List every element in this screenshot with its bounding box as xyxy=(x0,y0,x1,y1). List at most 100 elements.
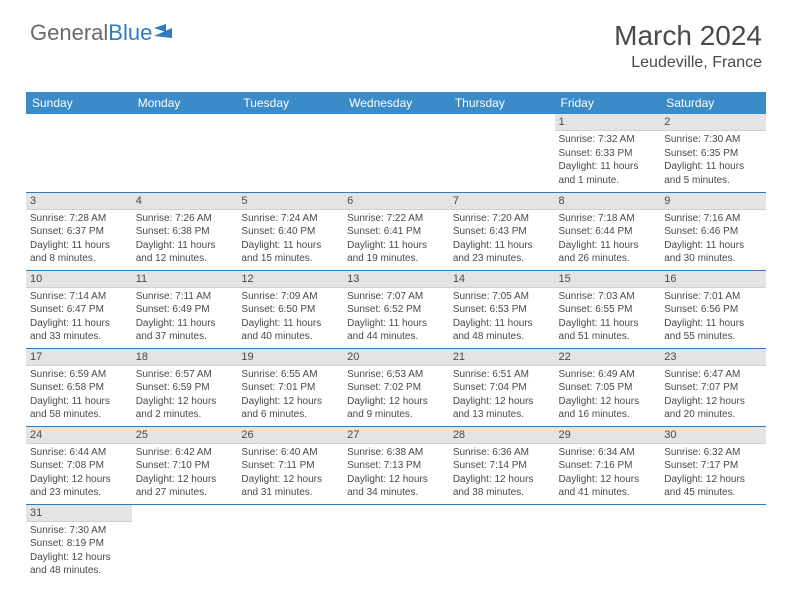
day-details: Sunrise: 6:47 AMSunset: 7:07 PMDaylight:… xyxy=(660,366,766,424)
calendar-cell: 26Sunrise: 6:40 AMSunset: 7:11 PMDayligh… xyxy=(237,426,343,504)
day-details: Sunrise: 7:05 AMSunset: 6:53 PMDaylight:… xyxy=(449,288,555,346)
calendar-cell: 1Sunrise: 7:32 AMSunset: 6:33 PMDaylight… xyxy=(555,114,661,192)
daylight-text: Daylight: 12 hours and 48 minutes. xyxy=(30,551,128,578)
daylight-text: Daylight: 11 hours and 1 minute. xyxy=(559,160,657,187)
day-number: 1 xyxy=(555,114,661,131)
sunset-text: Sunset: 6:44 PM xyxy=(559,225,657,239)
weekday-header-row: Sunday Monday Tuesday Wednesday Thursday… xyxy=(26,92,766,114)
day-details: Sunrise: 6:32 AMSunset: 7:17 PMDaylight:… xyxy=(660,444,766,502)
sunrise-text: Sunrise: 6:32 AM xyxy=(664,446,762,460)
sunrise-text: Sunrise: 7:30 AM xyxy=(664,133,762,147)
sunset-text: Sunset: 7:10 PM xyxy=(136,459,234,473)
daylight-text: Daylight: 12 hours and 23 minutes. xyxy=(30,473,128,500)
day-details: Sunrise: 6:38 AMSunset: 7:13 PMDaylight:… xyxy=(343,444,449,502)
calendar-cell: 18Sunrise: 6:57 AMSunset: 6:59 PMDayligh… xyxy=(132,348,238,426)
weekday-header: Tuesday xyxy=(237,92,343,114)
calendar-row: 1Sunrise: 7:32 AMSunset: 6:33 PMDaylight… xyxy=(26,114,766,192)
calendar-cell: 29Sunrise: 6:34 AMSunset: 7:16 PMDayligh… xyxy=(555,426,661,504)
calendar-cell: 14Sunrise: 7:05 AMSunset: 6:53 PMDayligh… xyxy=(449,270,555,348)
weekday-header: Friday xyxy=(555,92,661,114)
daylight-text: Daylight: 11 hours and 5 minutes. xyxy=(664,160,762,187)
day-number: 20 xyxy=(343,349,449,366)
day-number: 12 xyxy=(237,271,343,288)
weekday-header: Saturday xyxy=(660,92,766,114)
day-details: Sunrise: 7:28 AMSunset: 6:37 PMDaylight:… xyxy=(26,210,132,268)
calendar-cell: 11Sunrise: 7:11 AMSunset: 6:49 PMDayligh… xyxy=(132,270,238,348)
day-details: Sunrise: 7:26 AMSunset: 6:38 PMDaylight:… xyxy=(132,210,238,268)
day-number: 14 xyxy=(449,271,555,288)
calendar-cell: 23Sunrise: 6:47 AMSunset: 7:07 PMDayligh… xyxy=(660,348,766,426)
calendar-cell: 31Sunrise: 7:30 AMSunset: 8:19 PMDayligh… xyxy=(26,504,132,582)
day-number: 19 xyxy=(237,349,343,366)
sunrise-text: Sunrise: 6:49 AM xyxy=(559,368,657,382)
day-details: Sunrise: 7:24 AMSunset: 6:40 PMDaylight:… xyxy=(237,210,343,268)
daylight-text: Daylight: 12 hours and 20 minutes. xyxy=(664,395,762,422)
sunset-text: Sunset: 7:04 PM xyxy=(453,381,551,395)
calendar-cell: 22Sunrise: 6:49 AMSunset: 7:05 PMDayligh… xyxy=(555,348,661,426)
sunrise-text: Sunrise: 6:47 AM xyxy=(664,368,762,382)
header: GeneralBlue March 2024 Leudeville, Franc… xyxy=(0,0,792,82)
day-number: 24 xyxy=(26,427,132,444)
daylight-text: Daylight: 12 hours and 2 minutes. xyxy=(136,395,234,422)
calendar-cell xyxy=(26,114,132,192)
calendar-cell: 6Sunrise: 7:22 AMSunset: 6:41 PMDaylight… xyxy=(343,192,449,270)
day-details: Sunrise: 7:30 AMSunset: 8:19 PMDaylight:… xyxy=(26,522,132,580)
sunset-text: Sunset: 6:37 PM xyxy=(30,225,128,239)
sunset-text: Sunset: 8:19 PM xyxy=(30,537,128,551)
calendar-cell: 2Sunrise: 7:30 AMSunset: 6:35 PMDaylight… xyxy=(660,114,766,192)
calendar-cell: 9Sunrise: 7:16 AMSunset: 6:46 PMDaylight… xyxy=(660,192,766,270)
weekday-header: Thursday xyxy=(449,92,555,114)
day-details: Sunrise: 6:57 AMSunset: 6:59 PMDaylight:… xyxy=(132,366,238,424)
calendar-cell: 21Sunrise: 6:51 AMSunset: 7:04 PMDayligh… xyxy=(449,348,555,426)
daylight-text: Daylight: 11 hours and 8 minutes. xyxy=(30,239,128,266)
daylight-text: Daylight: 11 hours and 37 minutes. xyxy=(136,317,234,344)
daylight-text: Daylight: 11 hours and 23 minutes. xyxy=(453,239,551,266)
daylight-text: Daylight: 12 hours and 45 minutes. xyxy=(664,473,762,500)
calendar-row: 10Sunrise: 7:14 AMSunset: 6:47 PMDayligh… xyxy=(26,270,766,348)
day-number: 17 xyxy=(26,349,132,366)
calendar-cell xyxy=(555,504,661,582)
day-number: 7 xyxy=(449,193,555,210)
day-details: Sunrise: 6:36 AMSunset: 7:14 PMDaylight:… xyxy=(449,444,555,502)
sunset-text: Sunset: 6:52 PM xyxy=(347,303,445,317)
day-details: Sunrise: 7:09 AMSunset: 6:50 PMDaylight:… xyxy=(237,288,343,346)
day-details: Sunrise: 7:32 AMSunset: 6:33 PMDaylight:… xyxy=(555,131,661,189)
day-number: 8 xyxy=(555,193,661,210)
day-number: 2 xyxy=(660,114,766,131)
sunrise-text: Sunrise: 6:57 AM xyxy=(136,368,234,382)
sunrise-text: Sunrise: 7:09 AM xyxy=(241,290,339,304)
sunset-text: Sunset: 6:38 PM xyxy=(136,225,234,239)
daylight-text: Daylight: 11 hours and 19 minutes. xyxy=(347,239,445,266)
calendar-row: 31Sunrise: 7:30 AMSunset: 8:19 PMDayligh… xyxy=(26,504,766,582)
day-details: Sunrise: 6:55 AMSunset: 7:01 PMDaylight:… xyxy=(237,366,343,424)
day-details: Sunrise: 6:40 AMSunset: 7:11 PMDaylight:… xyxy=(237,444,343,502)
sunset-text: Sunset: 6:33 PM xyxy=(559,147,657,161)
day-details: Sunrise: 7:16 AMSunset: 6:46 PMDaylight:… xyxy=(660,210,766,268)
sunset-text: Sunset: 6:41 PM xyxy=(347,225,445,239)
location: Leudeville, France xyxy=(614,54,762,72)
day-details: Sunrise: 7:20 AMSunset: 6:43 PMDaylight:… xyxy=(449,210,555,268)
sunset-text: Sunset: 7:17 PM xyxy=(664,459,762,473)
sunrise-text: Sunrise: 6:40 AM xyxy=(241,446,339,460)
daylight-text: Daylight: 11 hours and 12 minutes. xyxy=(136,239,234,266)
day-number: 3 xyxy=(26,193,132,210)
day-details: Sunrise: 6:59 AMSunset: 6:58 PMDaylight:… xyxy=(26,366,132,424)
sunrise-text: Sunrise: 6:59 AM xyxy=(30,368,128,382)
calendar-cell: 24Sunrise: 6:44 AMSunset: 7:08 PMDayligh… xyxy=(26,426,132,504)
flag-icon xyxy=(154,20,176,46)
calendar-cell xyxy=(449,504,555,582)
sunset-text: Sunset: 6:50 PM xyxy=(241,303,339,317)
calendar-cell: 28Sunrise: 6:36 AMSunset: 7:14 PMDayligh… xyxy=(449,426,555,504)
sunset-text: Sunset: 6:43 PM xyxy=(453,225,551,239)
calendar-cell: 20Sunrise: 6:53 AMSunset: 7:02 PMDayligh… xyxy=(343,348,449,426)
calendar-cell: 3Sunrise: 7:28 AMSunset: 6:37 PMDaylight… xyxy=(26,192,132,270)
sunset-text: Sunset: 7:11 PM xyxy=(241,459,339,473)
calendar-cell xyxy=(449,114,555,192)
day-details: Sunrise: 7:11 AMSunset: 6:49 PMDaylight:… xyxy=(132,288,238,346)
calendar-cell: 27Sunrise: 6:38 AMSunset: 7:13 PMDayligh… xyxy=(343,426,449,504)
daylight-text: Daylight: 11 hours and 51 minutes. xyxy=(559,317,657,344)
daylight-text: Daylight: 11 hours and 30 minutes. xyxy=(664,239,762,266)
day-details: Sunrise: 6:49 AMSunset: 7:05 PMDaylight:… xyxy=(555,366,661,424)
calendar-cell: 17Sunrise: 6:59 AMSunset: 6:58 PMDayligh… xyxy=(26,348,132,426)
sunset-text: Sunset: 6:59 PM xyxy=(136,381,234,395)
